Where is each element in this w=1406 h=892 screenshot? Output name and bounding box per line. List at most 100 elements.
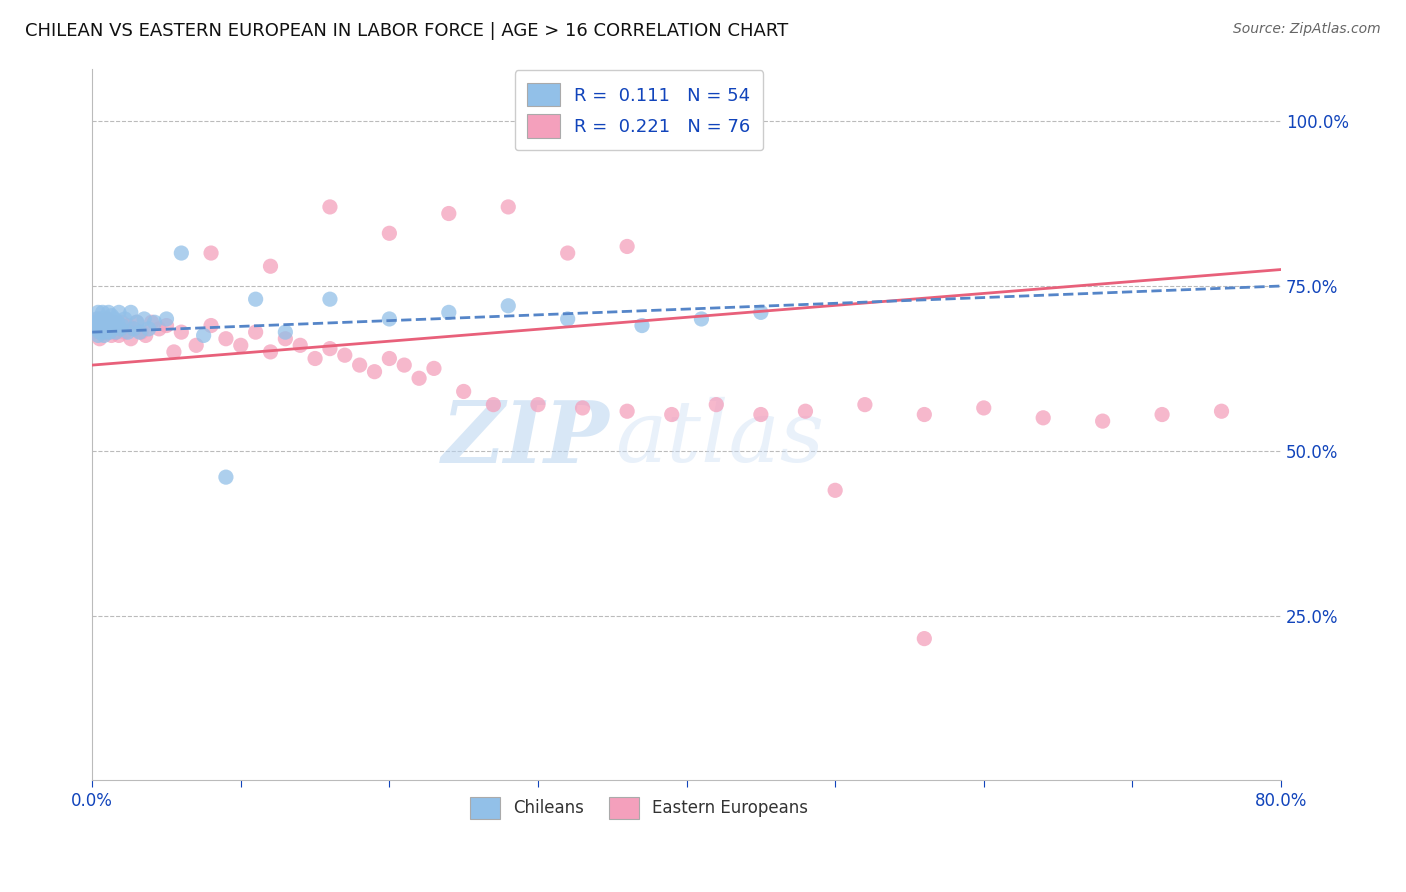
Point (90, 312, 112, 326)
Point (83, 318, 105, 333)
Point (135, 328, 157, 343)
Point (108, 305, 131, 319)
Point (148, 322, 170, 336)
Point (200, 246, 222, 260)
Point (89, 325, 111, 339)
Point (482, 398, 505, 412)
Point (86, 312, 108, 326)
Point (1152, 408, 1174, 422)
Point (304, 351, 326, 366)
Point (155, 318, 177, 333)
Point (274, 332, 297, 346)
Point (122, 322, 145, 336)
Point (89, 332, 111, 346)
Point (631, 318, 654, 333)
Point (259, 259, 281, 273)
Point (111, 318, 134, 333)
Point (319, 292, 342, 306)
Point (496, 200, 519, 214)
Point (616, 404, 638, 418)
Point (97, 305, 120, 319)
Point (274, 325, 297, 339)
Text: Source: ZipAtlas.com: Source: ZipAtlas.com (1233, 22, 1381, 37)
Point (259, 345, 281, 359)
Point (138, 322, 160, 336)
Point (108, 328, 131, 343)
Point (557, 246, 579, 260)
Point (114, 312, 136, 326)
Point (107, 318, 129, 333)
Point (111, 315, 134, 329)
Text: atlas: atlas (616, 397, 824, 480)
Point (245, 292, 267, 306)
Point (319, 200, 342, 214)
Point (89, 315, 111, 329)
Point (110, 322, 132, 336)
Point (98, 325, 121, 339)
Point (94, 322, 117, 336)
Point (155, 312, 177, 326)
Point (616, 239, 638, 253)
Point (93, 328, 115, 343)
Point (86, 322, 108, 336)
Point (91, 325, 114, 339)
Point (571, 401, 593, 415)
Point (704, 398, 727, 412)
Point (143, 315, 166, 329)
Point (97, 318, 120, 333)
Point (170, 325, 193, 339)
Point (200, 318, 222, 333)
Point (83, 325, 105, 339)
Point (96, 312, 118, 326)
Point (90, 315, 112, 329)
Point (394, 358, 416, 372)
Point (129, 325, 152, 339)
Point (690, 312, 713, 326)
Point (912, 632, 935, 646)
Point (87, 328, 110, 343)
Point (103, 312, 125, 326)
Point (378, 351, 401, 366)
Point (104, 325, 127, 339)
Point (437, 305, 460, 319)
Point (120, 305, 142, 319)
Point (114, 325, 136, 339)
Point (245, 325, 267, 339)
Point (94, 325, 117, 339)
Point (1032, 410, 1054, 425)
Point (110, 322, 132, 336)
Point (89, 322, 111, 336)
Point (408, 371, 430, 385)
Point (349, 358, 371, 372)
Point (120, 332, 142, 346)
Point (98, 318, 121, 333)
Point (104, 325, 127, 339)
Point (853, 398, 876, 412)
Point (557, 312, 579, 326)
Text: ZIP: ZIP (441, 397, 609, 481)
Point (1091, 414, 1114, 428)
Point (101, 315, 124, 329)
Point (103, 315, 125, 329)
Point (96, 322, 118, 336)
Point (100, 328, 122, 343)
Point (122, 322, 145, 336)
Legend: Chileans, Eastern Europeans: Chileans, Eastern Europeans (463, 790, 815, 825)
Point (912, 408, 935, 422)
Point (378, 227, 401, 241)
Point (215, 332, 238, 346)
Point (749, 305, 772, 319)
Point (93, 312, 115, 326)
Point (423, 361, 446, 376)
Point (90, 322, 112, 336)
Point (84, 315, 107, 329)
Point (437, 206, 460, 220)
Point (117, 318, 139, 333)
Point (290, 338, 312, 352)
Point (378, 312, 401, 326)
Point (749, 408, 772, 422)
Point (661, 408, 683, 422)
Point (94, 315, 117, 329)
Point (91, 318, 114, 333)
Point (86, 318, 108, 333)
